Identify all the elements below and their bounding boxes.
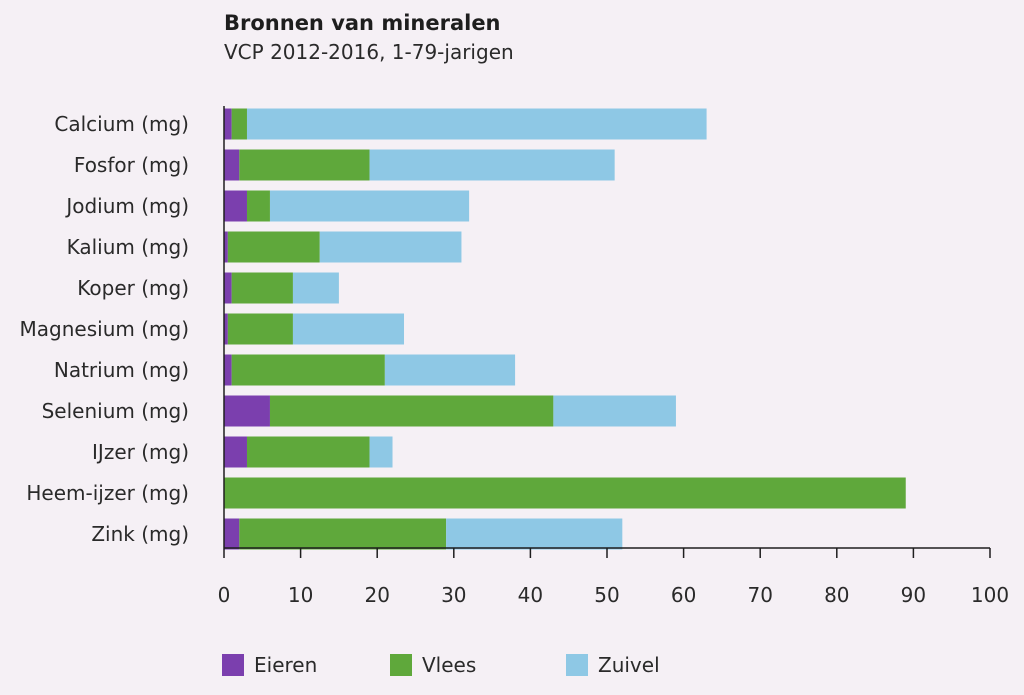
bar-natrium-vlees [231, 354, 385, 386]
bar-jodium-zuivel [269, 190, 470, 222]
bar-natrium-zuivel [384, 354, 516, 386]
x-tick-label: 60 [671, 583, 696, 607]
bar-kalium-eieren [224, 231, 228, 263]
bars-group [224, 108, 906, 550]
category-labels: Calcium (mg) Fosfor (mg) Jodium (mg) Kalium… [20, 112, 189, 546]
bar-zink-zuivel [446, 518, 623, 550]
legend-swatch-vlees [390, 654, 412, 676]
legend: Eieren Vlees Zuivel [222, 653, 660, 677]
x-tick-label: 90 [901, 583, 926, 607]
bar-selenium-vlees [269, 395, 554, 427]
bar-ijzer-eieren [224, 436, 247, 468]
bar-selenium-zuivel [553, 395, 676, 427]
bar-magnesium-zuivel [292, 313, 405, 345]
x-tick-label: 10 [288, 583, 313, 607]
bar-calcium-vlees [231, 108, 247, 140]
legend-swatch-eieren [222, 654, 244, 676]
category-label: Natrium (mg) [54, 358, 189, 382]
bar-selenium-eieren [224, 395, 270, 427]
category-label: Zink (mg) [91, 522, 189, 546]
bar-jodium-eieren [224, 190, 247, 222]
category-label: Kalium (mg) [67, 235, 189, 259]
legend-label-vlees: Vlees [422, 653, 476, 677]
category-label: Magnesium (mg) [20, 317, 189, 341]
bar-koper-eieren [224, 272, 232, 304]
legend-label-eieren: Eieren [254, 653, 317, 677]
chart-subtitle: VCP 2012-2016, 1-79-jarigen [224, 40, 514, 64]
category-label: Koper (mg) [77, 276, 189, 300]
x-tick-label: 20 [364, 583, 389, 607]
bar-heem-ijzer-vlees [224, 477, 906, 509]
bar-jodium-vlees [246, 190, 270, 222]
bar-fosfor-eieren [224, 149, 240, 181]
bar-koper-vlees [231, 272, 293, 304]
x-tick-label: 30 [441, 583, 466, 607]
x-tick-label: 80 [824, 583, 849, 607]
legend-label-zuivel: Zuivel [598, 653, 660, 677]
bar-ijzer-vlees [246, 436, 370, 468]
bar-kalium-zuivel [319, 231, 462, 263]
category-label: IJzer (mg) [92, 440, 189, 464]
bar-zink-eieren [224, 518, 240, 550]
x-axis-ticks: 0 10 20 30 40 50 60 70 80 90 100 [218, 548, 1009, 607]
category-label: Jodium (mg) [64, 194, 189, 218]
category-label: Fosfor (mg) [74, 153, 189, 177]
bar-kalium-vlees [227, 231, 320, 263]
chart-title: Bronnen van mineralen [224, 11, 501, 35]
x-tick-label: 100 [971, 583, 1009, 607]
bar-zink-vlees [239, 518, 447, 550]
bar-calcium-eieren [224, 108, 232, 140]
bar-magnesium-vlees [227, 313, 293, 345]
x-tick-label: 0 [218, 583, 231, 607]
legend-swatch-zuivel [566, 654, 588, 676]
bar-magnesium-eieren [224, 313, 228, 345]
x-tick-label: 50 [594, 583, 619, 607]
bar-koper-zuivel [292, 272, 339, 304]
bar-fosfor-zuivel [369, 149, 615, 181]
x-tick-label: 40 [518, 583, 543, 607]
category-label: Selenium (mg) [42, 399, 189, 423]
bar-fosfor-vlees [239, 149, 370, 181]
bar-natrium-eieren [224, 354, 232, 386]
bar-calcium-zuivel [246, 108, 707, 140]
x-tick-label: 70 [747, 583, 772, 607]
category-label: Heem-ijzer (mg) [26, 481, 189, 505]
category-label: Calcium (mg) [54, 112, 189, 136]
bar-ijzer-zuivel [369, 436, 393, 468]
